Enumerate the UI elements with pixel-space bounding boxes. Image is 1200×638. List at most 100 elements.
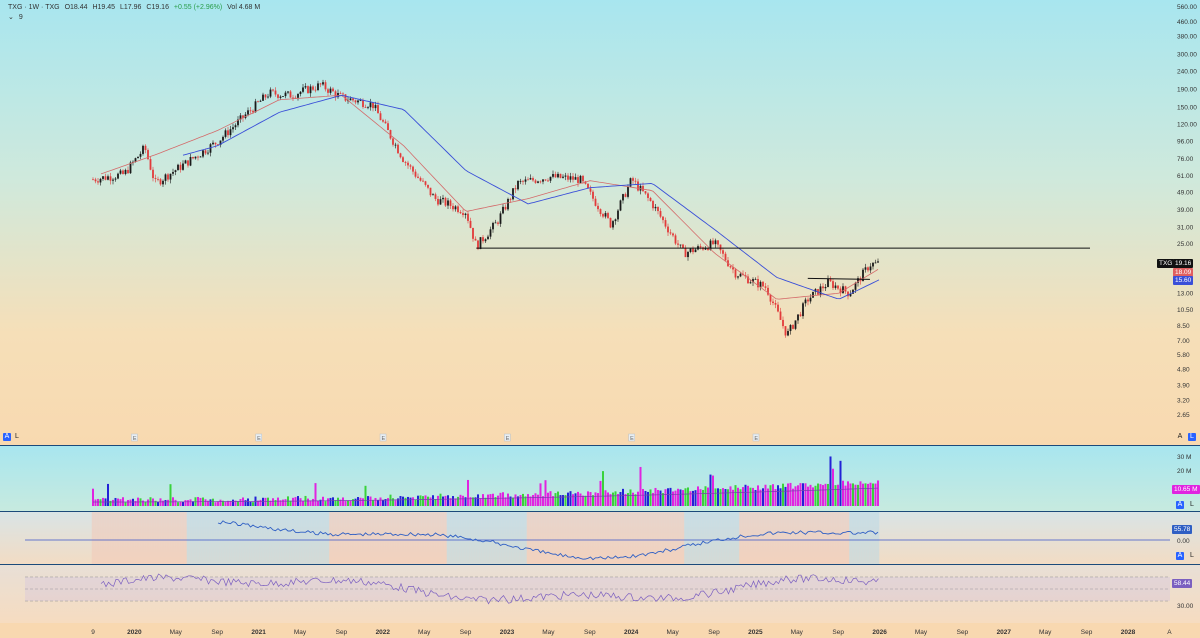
oscillator-band <box>651 512 655 564</box>
volume-bar <box>257 500 259 506</box>
legend-change: +0.55 (+2.96%) <box>173 4 223 11</box>
oscillator-band <box>386 512 390 564</box>
volume-bar <box>474 497 477 506</box>
volume-bar <box>664 489 667 506</box>
chevron-down-icon[interactable]: ⌄ <box>8 14 14 21</box>
price-chart[interactable]: 560.00 460.00 380.00 300.00 240.00 190.00 150.… <box>0 0 1200 445</box>
rsi-chart[interactable]: 30.00 <box>0 565 1200 623</box>
volume-chart[interactable]: 30 M 20 M <box>0 446 1200 511</box>
log-scale-button-right[interactable]: L <box>1188 433 1196 441</box>
volume-bar <box>814 485 817 506</box>
volume-bar <box>777 485 779 506</box>
auto-scale-button-right[interactable]: A <box>1177 433 1183 440</box>
volume-bar <box>514 494 517 506</box>
candle-body <box>252 110 254 113</box>
oscillator-pane[interactable]: 0.00 55.78 A L <box>0 512 1200 564</box>
candle-body <box>344 94 347 101</box>
volume-pane[interactable]: 30 M 20 M 10.65 M A L <box>0 446 1200 511</box>
candle-body <box>717 240 719 245</box>
volume-bar <box>442 496 444 506</box>
volume-bar <box>97 498 99 506</box>
oscillator-band <box>349 512 352 564</box>
oscillator-band <box>864 512 867 564</box>
oscillator-scale-label: 0.00 <box>1177 538 1190 545</box>
candle-body <box>362 100 364 107</box>
oscillator-band <box>364 512 367 564</box>
oscillator-band <box>416 512 420 564</box>
volume-bar <box>719 489 722 506</box>
candle-body <box>502 206 504 214</box>
oscillator-band <box>124 512 127 564</box>
pane-divider[interactable] <box>0 564 1200 565</box>
volume-bar <box>367 496 369 506</box>
volume-bar <box>557 491 559 506</box>
candle-body <box>709 240 712 250</box>
oscillator-band <box>556 512 560 564</box>
volume-bar <box>689 491 692 506</box>
rsi-pane[interactable]: 30.00 58.44 <box>0 565 1200 623</box>
candle-body <box>182 163 184 170</box>
indicators-collapse[interactable]: ⌄ 9 <box>8 13 263 21</box>
volume-bar <box>742 487 744 506</box>
oscillator-band <box>286 512 290 564</box>
oscillator-band <box>441 512 445 564</box>
volume-bar <box>529 496 532 506</box>
oscillator-band <box>611 512 615 564</box>
oscillator-band <box>216 512 220 564</box>
pane-divider[interactable] <box>0 445 1200 446</box>
volume-bar <box>617 494 619 506</box>
legend-open: O18.44 <box>64 4 88 11</box>
oscillator-band <box>369 512 372 564</box>
oscillator-band <box>464 512 467 564</box>
oscillator-band <box>656 512 660 564</box>
volume-bar <box>722 488 724 506</box>
pane-divider[interactable] <box>0 511 1200 512</box>
volume-bar <box>164 499 167 506</box>
candle-body <box>199 156 202 158</box>
candle-body <box>759 281 762 288</box>
volume-bar <box>324 501 327 506</box>
candle-body <box>127 169 129 174</box>
oscillator-band <box>394 512 397 564</box>
time-axis-label: Sep <box>957 629 969 636</box>
volume-bar <box>417 495 419 506</box>
oscillator-band <box>549 512 552 564</box>
volume-bar <box>709 474 712 506</box>
volume-log-button[interactable]: L <box>1190 501 1194 508</box>
volume-bar <box>672 491 674 506</box>
oscillator-band <box>459 512 462 564</box>
oscillator-band <box>766 512 770 564</box>
volume-bar <box>799 483 802 506</box>
price-scale-label: 150.00 <box>1177 104 1197 111</box>
oscillator-band <box>771 512 775 564</box>
oscillator-band <box>694 512 697 564</box>
volume-bar <box>532 495 534 506</box>
volume-bar <box>362 498 364 506</box>
candle-body <box>757 279 759 288</box>
volume-bar <box>404 497 407 506</box>
volume-bar <box>604 490 607 506</box>
volume-bar <box>684 488 687 506</box>
candle-body <box>442 197 444 200</box>
legend-symbol[interactable]: TXG · 1W · TXG <box>8 4 60 11</box>
oscillator-band <box>324 512 327 564</box>
oscillator-auto-button[interactable]: A <box>1176 552 1184 560</box>
time-axis[interactable]: 9 2020 May Sep 2021 May Sep 2022 May Sep 2023 May Se… <box>0 623 1200 638</box>
oscillator-band <box>296 512 300 564</box>
oscillator-band <box>121 512 125 564</box>
volume-bar <box>669 487 672 506</box>
oscillator-log-button[interactable]: L <box>1190 552 1194 559</box>
oscillator-band <box>584 512 587 564</box>
volume-auto-button[interactable]: A <box>1176 501 1184 509</box>
volume-bar <box>807 486 809 506</box>
oscillator-chart[interactable]: 0.00 <box>0 512 1200 564</box>
auto-scale-button[interactable]: A <box>3 433 11 441</box>
candle-body <box>289 91 292 98</box>
price-pane[interactable]: TXG · 1W · TXG O18.44 H19.45 L17.96 C19.… <box>0 0 1200 445</box>
candle-body <box>722 250 724 254</box>
oscillator-band <box>761 512 765 564</box>
volume-bar <box>349 500 352 506</box>
oscillator-band <box>606 512 610 564</box>
oscillator-band <box>604 512 607 564</box>
log-scale-button[interactable]: L <box>15 433 19 440</box>
